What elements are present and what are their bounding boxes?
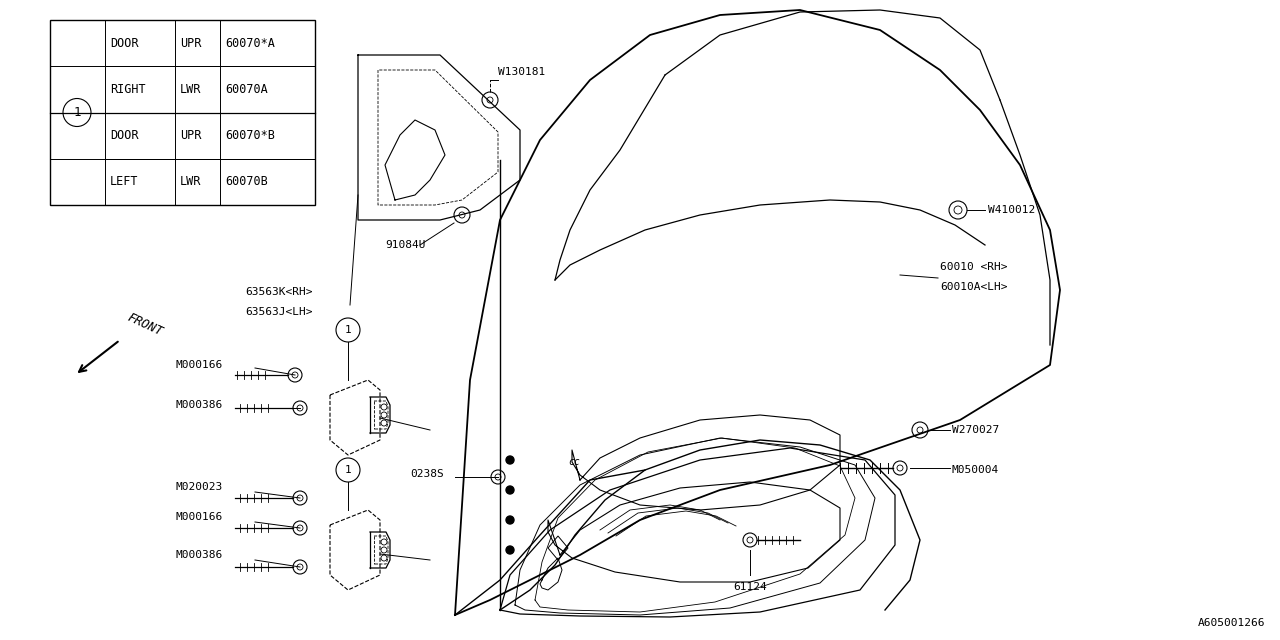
Text: 63563K<RH>: 63563K<RH> <box>244 287 312 297</box>
Text: W410012: W410012 <box>988 205 1036 215</box>
Text: 63563J<LH>: 63563J<LH> <box>244 307 312 317</box>
Text: DOOR: DOOR <box>110 36 138 50</box>
Text: M000386: M000386 <box>175 400 223 410</box>
Text: 61124: 61124 <box>733 582 767 592</box>
Text: M000166: M000166 <box>175 512 223 522</box>
Text: LWR: LWR <box>180 175 201 188</box>
Text: M050004: M050004 <box>952 465 1000 475</box>
Text: 60010 <RH>: 60010 <RH> <box>940 262 1007 272</box>
Text: M000386: M000386 <box>175 550 223 560</box>
Text: M020023: M020023 <box>175 482 223 492</box>
Text: W130181: W130181 <box>498 67 545 77</box>
Bar <box>50 20 315 205</box>
Text: M000166: M000166 <box>175 360 223 370</box>
Text: 91084U: 91084U <box>385 240 425 250</box>
Text: 1: 1 <box>344 325 352 335</box>
Text: FRONT: FRONT <box>125 311 165 339</box>
Text: LEFT: LEFT <box>110 175 138 188</box>
Text: DOOR: DOOR <box>110 129 138 142</box>
Circle shape <box>506 456 515 464</box>
Text: A605001266: A605001266 <box>1198 618 1265 628</box>
Text: LWR: LWR <box>180 83 201 96</box>
Text: UPR: UPR <box>180 36 201 50</box>
Text: cc: cc <box>568 457 580 467</box>
Text: 60070*B: 60070*B <box>225 129 275 142</box>
Text: UPR: UPR <box>180 129 201 142</box>
Text: 60010A<LH>: 60010A<LH> <box>940 282 1007 292</box>
Circle shape <box>506 486 515 494</box>
Circle shape <box>506 546 515 554</box>
Text: 60070*A: 60070*A <box>225 36 275 50</box>
Circle shape <box>506 516 515 524</box>
Text: 1: 1 <box>344 465 352 475</box>
Text: 1: 1 <box>73 106 81 119</box>
Text: 60070A: 60070A <box>225 83 268 96</box>
Text: W270027: W270027 <box>952 425 1000 435</box>
Text: 60070B: 60070B <box>225 175 268 188</box>
Text: RIGHT: RIGHT <box>110 83 146 96</box>
Text: 0238S: 0238S <box>410 469 444 479</box>
